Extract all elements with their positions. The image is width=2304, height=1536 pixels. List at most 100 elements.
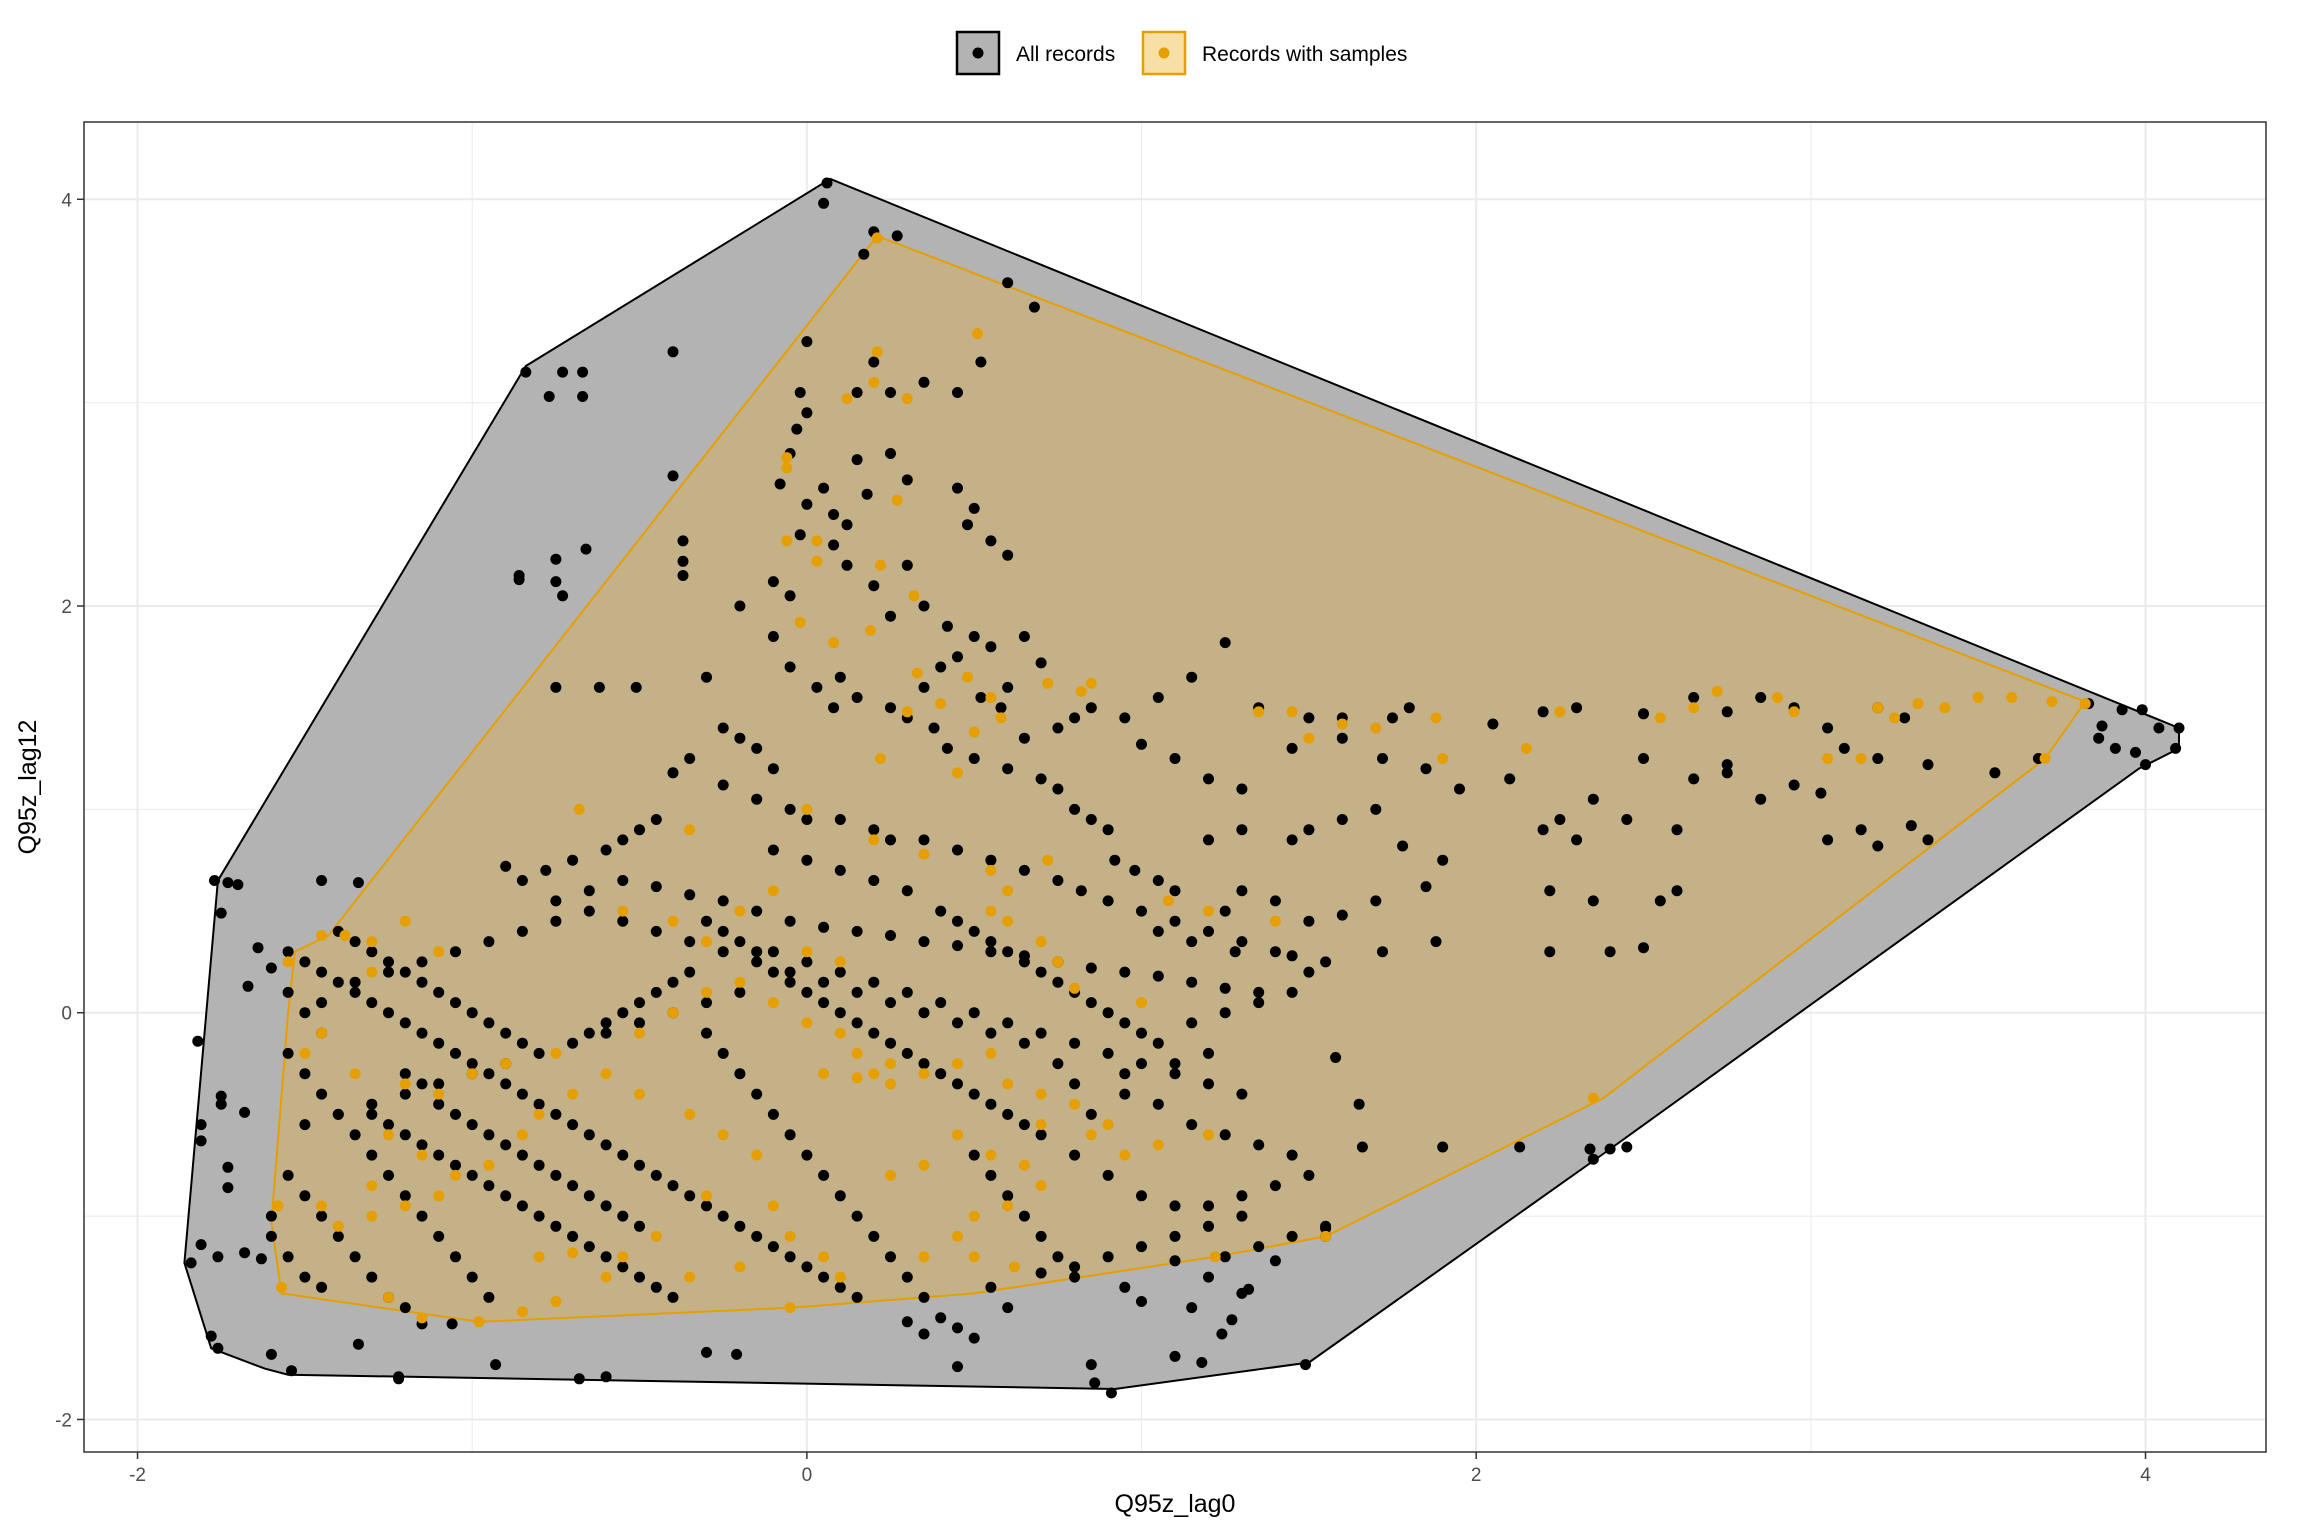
point-all-records bbox=[466, 1271, 478, 1283]
point-all-records bbox=[801, 498, 813, 510]
point-all-records bbox=[349, 1251, 361, 1263]
point-records-with-samples bbox=[567, 1088, 579, 1100]
point-records-with-samples bbox=[282, 956, 294, 968]
point-all-records bbox=[450, 1251, 461, 1263]
point-all-records bbox=[1136, 1027, 1147, 1039]
point-all-records bbox=[516, 925, 528, 937]
point-all-records bbox=[952, 940, 963, 952]
point-all-records bbox=[650, 1281, 662, 1293]
point-all-records bbox=[557, 366, 569, 378]
point-all-records bbox=[1621, 814, 1633, 825]
point-all-records bbox=[677, 555, 689, 567]
point-all-records bbox=[834, 1281, 846, 1293]
legend-item-all-records: All records bbox=[955, 30, 1115, 76]
point-all-records bbox=[751, 946, 763, 958]
point-all-records bbox=[801, 956, 813, 968]
point-all-records bbox=[513, 574, 525, 586]
point-all-records bbox=[1420, 763, 1432, 775]
point-records-with-samples bbox=[901, 706, 913, 718]
point-records-with-samples bbox=[667, 915, 679, 927]
legend-label: All records bbox=[1016, 43, 1115, 66]
point-all-records bbox=[1129, 864, 1141, 876]
point-all-records bbox=[818, 921, 830, 933]
point-all-records bbox=[767, 763, 779, 775]
point-all-records bbox=[885, 997, 896, 1009]
point-records-with-samples bbox=[811, 555, 823, 567]
point-all-records bbox=[617, 915, 629, 927]
point-all-records bbox=[483, 1291, 495, 1303]
point-all-records bbox=[617, 1210, 629, 1222]
point-records-with-samples bbox=[634, 1088, 645, 1100]
point-all-records bbox=[583, 885, 595, 897]
point-records-with-samples bbox=[794, 616, 806, 628]
point-all-records bbox=[650, 814, 662, 825]
point-all-records bbox=[968, 1088, 980, 1100]
point-all-records bbox=[1219, 1007, 1231, 1019]
point-records-with-samples bbox=[1771, 692, 1783, 703]
point-all-records bbox=[1604, 946, 1616, 958]
point-all-records bbox=[1203, 1200, 1214, 1212]
point-all-records bbox=[861, 488, 873, 500]
point-all-records bbox=[1604, 1143, 1616, 1155]
point-records-with-samples bbox=[533, 1251, 545, 1263]
point-all-records bbox=[834, 814, 846, 825]
point-all-records bbox=[885, 834, 896, 846]
point-all-records bbox=[985, 946, 997, 958]
point-all-records bbox=[1377, 753, 1388, 764]
point-records-with-samples bbox=[1654, 712, 1666, 724]
point-all-records bbox=[941, 742, 953, 754]
point-all-records bbox=[885, 702, 896, 714]
point-all-records bbox=[1815, 787, 1827, 799]
point-all-records bbox=[1537, 706, 1549, 718]
point-all-records bbox=[366, 1098, 378, 1110]
point-all-records bbox=[1229, 946, 1241, 958]
point-records-with-samples bbox=[801, 803, 813, 815]
point-records-with-samples bbox=[1035, 1088, 1047, 1100]
point-all-records bbox=[1370, 895, 1382, 907]
point-records-with-samples bbox=[1788, 706, 1800, 718]
point-all-records bbox=[858, 248, 870, 260]
point-all-records bbox=[801, 407, 813, 419]
point-all-records bbox=[450, 997, 461, 1009]
point-all-records bbox=[1203, 1271, 1214, 1283]
point-records-with-samples bbox=[2006, 692, 2018, 703]
point-all-records bbox=[433, 1037, 445, 1049]
point-all-records bbox=[1236, 824, 1248, 836]
point-records-with-samples bbox=[1002, 885, 1014, 897]
point-all-records bbox=[265, 962, 277, 974]
point-all-records bbox=[450, 1159, 461, 1171]
point-records-with-samples bbox=[1203, 905, 1214, 917]
point-all-records bbox=[242, 980, 254, 992]
point-all-records bbox=[1671, 824, 1683, 836]
point-records-with-samples bbox=[316, 930, 328, 941]
point-records-with-samples bbox=[841, 393, 853, 405]
point-all-records bbox=[868, 875, 880, 886]
point-all-records bbox=[1584, 1143, 1596, 1155]
point-all-records bbox=[1397, 840, 1409, 852]
point-all-records bbox=[209, 875, 220, 886]
point-all-records bbox=[1035, 1230, 1047, 1242]
point-all-records bbox=[399, 966, 411, 978]
point-all-records bbox=[1035, 773, 1047, 785]
point-records-with-samples bbox=[1042, 677, 1054, 689]
point-all-records bbox=[701, 1027, 712, 1039]
x-tick-label: 2 bbox=[1471, 1465, 1482, 1486]
point-all-records bbox=[1219, 982, 1231, 994]
point-all-records bbox=[975, 356, 987, 368]
point-all-records bbox=[383, 1169, 394, 1181]
point-all-records bbox=[734, 732, 746, 744]
point-all-records bbox=[1303, 824, 1315, 836]
point-all-records bbox=[1018, 1119, 1030, 1131]
point-records-with-samples bbox=[1069, 1098, 1081, 1110]
point-all-records bbox=[1002, 681, 1014, 693]
point-all-records bbox=[1002, 277, 1014, 289]
point-all-records bbox=[841, 519, 853, 531]
point-all-records bbox=[1085, 1108, 1097, 1120]
point-all-records bbox=[1002, 1108, 1014, 1120]
point-all-records bbox=[299, 1068, 311, 1080]
point-all-records bbox=[767, 1241, 779, 1253]
point-all-records bbox=[717, 722, 729, 734]
point-all-records bbox=[1822, 722, 1834, 734]
point-all-records bbox=[801, 1149, 813, 1161]
point-all-records bbox=[650, 1169, 662, 1181]
